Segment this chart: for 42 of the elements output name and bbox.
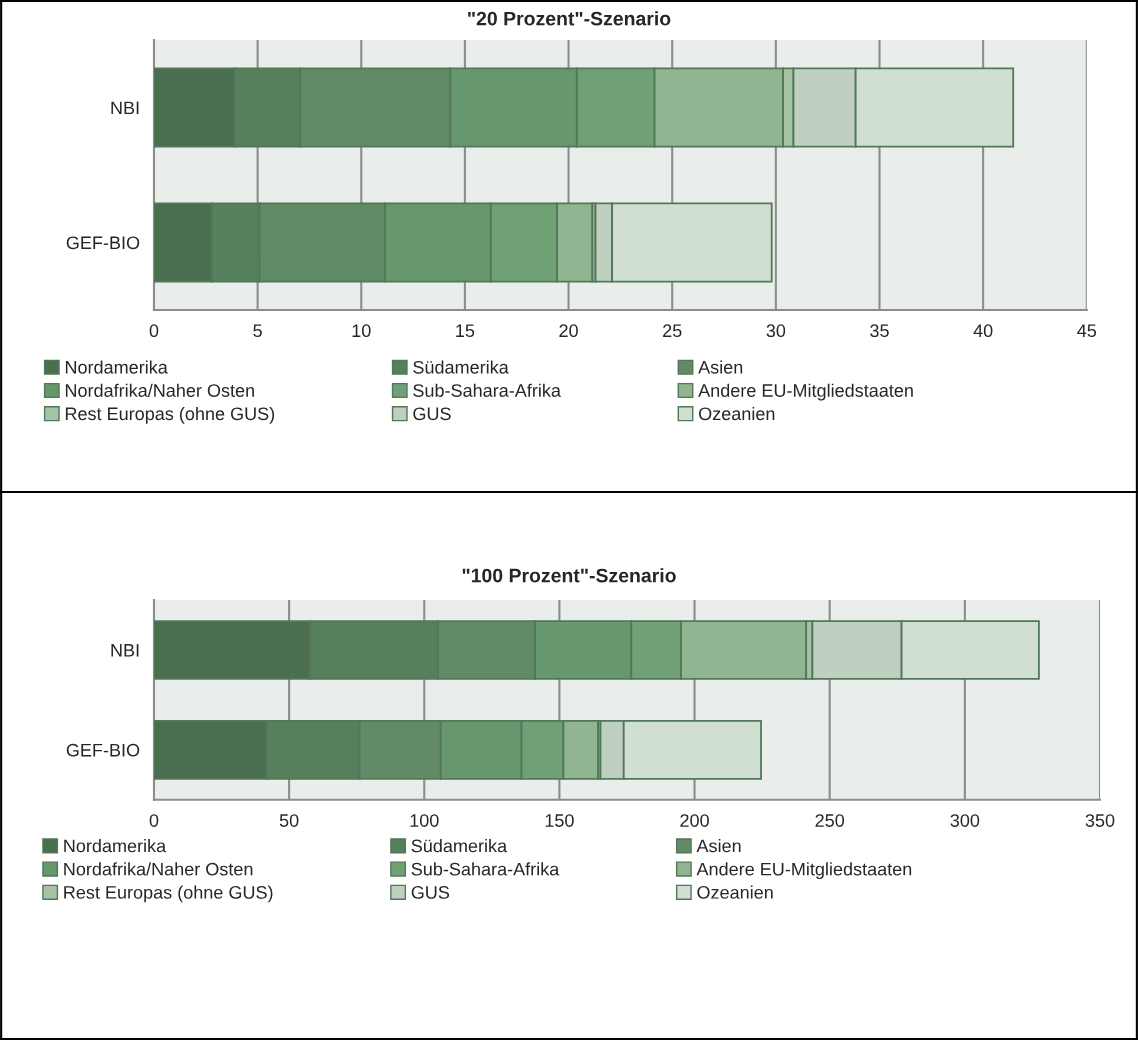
x-tick-label: 200 — [680, 814, 709, 827]
x-tick-label: 0 — [149, 324, 159, 338]
legend-label: Nordamerika — [65, 360, 168, 374]
legend-label: Sub-Sahara-Afrika — [413, 383, 561, 397]
legend-label: Nordamerika — [64, 839, 167, 853]
legend-label: Südamerika — [411, 839, 508, 853]
x-tick-label: 45 — [1077, 324, 1097, 338]
legend-label: Sub-Sahara-Afrika — [411, 862, 560, 876]
legend-label: Südamerika — [413, 360, 509, 374]
x-tick-label: 20 — [559, 324, 578, 338]
x-tick-label: 40 — [973, 324, 993, 338]
legend-label: Andere EU-Mitgliedstaaten — [698, 383, 913, 401]
x-tick-label: 25 — [663, 324, 682, 338]
x-tick-label: 5 — [253, 324, 262, 338]
y-tick-label: GEF-BIO — [66, 743, 140, 757]
x-tick-label: 300 — [950, 814, 980, 827]
x-tick-label: 30 — [766, 324, 786, 338]
chart-title: "20 Prozent"-Szenario — [468, 11, 671, 26]
legend-label: Ozeanien — [699, 406, 775, 421]
x-tick-label: 35 — [870, 324, 889, 338]
legend-label: GUS — [411, 886, 450, 899]
x-tick-label: 250 — [815, 814, 845, 827]
legend-label: Asien — [696, 839, 741, 853]
x-tick-label: 10 — [352, 324, 371, 338]
legend-label: Rest Europas (ohne GUS) — [64, 885, 273, 903]
x-tick-label: 350 — [1085, 814, 1115, 827]
y-tick-label: GEF-BIO — [66, 236, 140, 250]
x-tick-label: 50 — [279, 814, 299, 827]
y-tick-label: NBI — [111, 101, 139, 115]
legend-label: Nordafrika/Naher Osten — [64, 862, 253, 876]
x-tick-label: 15 — [456, 324, 475, 338]
legend-label: Ozeanien — [697, 885, 773, 899]
legend-label: GUS — [413, 407, 451, 421]
x-tick-label: 150 — [545, 814, 574, 827]
legend-label: Asien — [698, 360, 743, 374]
legend-label: Andere EU-Mitgliedstaaten — [696, 862, 912, 880]
legend-label: Nordafrika/Naher Osten — [65, 383, 254, 397]
chart-title: "100 Prozent"-Szenario — [462, 568, 676, 583]
legend-label: Rest Europas (ohne GUS) — [65, 406, 275, 424]
x-tick-label: 0 — [149, 814, 159, 827]
x-tick-label: 100 — [410, 814, 439, 827]
y-tick-label: NBI — [111, 644, 139, 657]
